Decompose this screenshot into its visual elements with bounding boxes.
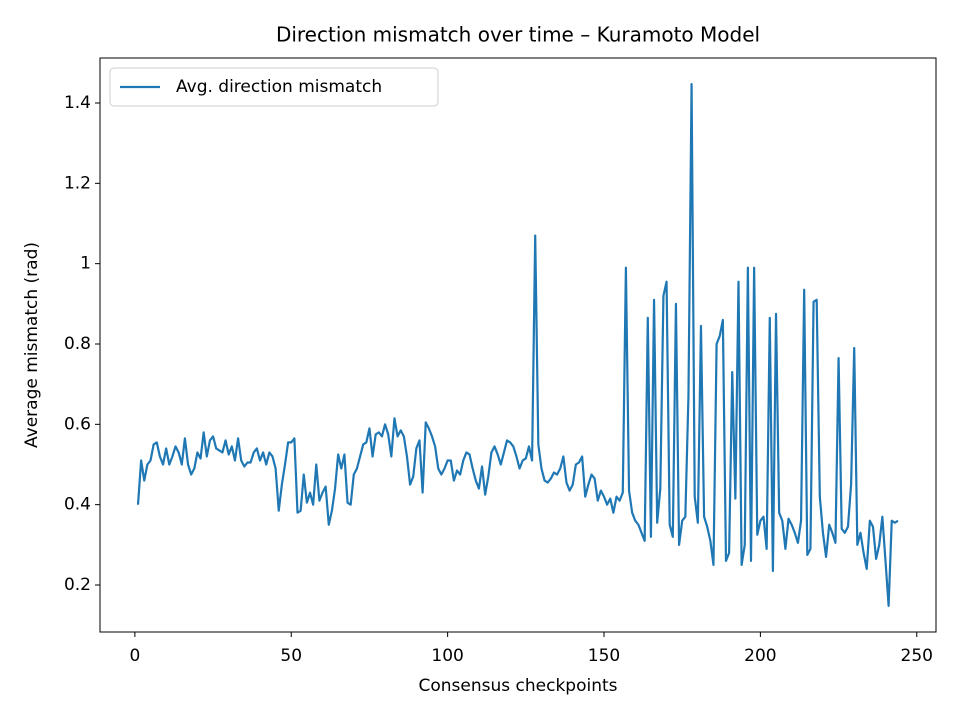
legend-box	[109, 67, 439, 107]
plot-frame	[99, 57, 937, 633]
x-tick-label: 50	[280, 646, 302, 666]
y-tick-label: 0.2	[64, 575, 91, 595]
chart-title: Direction mismatch over time – Kuramoto …	[276, 23, 760, 47]
x-tick-label: 200	[744, 646, 776, 666]
x-axis-label: Consensus checkpoints	[418, 676, 617, 696]
y-axis-label: Average mismatch (rad)	[22, 242, 42, 448]
y-tick-label: 1.4	[64, 93, 91, 113]
y-tick-label: 0.6	[64, 414, 91, 434]
x-tick-label: 100	[431, 646, 463, 666]
y-tick-label: 1	[80, 254, 91, 274]
y-tick-label: 0.8	[64, 334, 91, 354]
data-line	[136, 83, 899, 607]
legend-label: Avg. direction mismatch	[176, 77, 382, 97]
y-tick-label: 1.2	[64, 173, 91, 193]
x-tick-label: 250	[901, 646, 933, 666]
x-tick-label: 0	[129, 646, 140, 666]
x-tick-label: 150	[588, 646, 620, 666]
y-tick-label: 0.4	[64, 495, 91, 515]
